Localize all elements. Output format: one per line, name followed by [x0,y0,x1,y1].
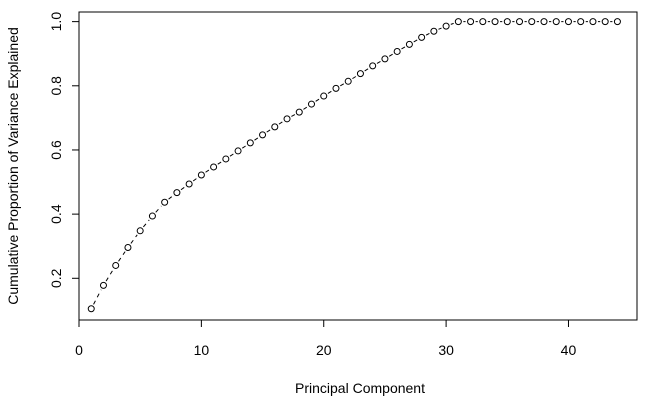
y-tick-label: 0.6 [48,140,64,160]
x-tick-label: 0 [75,342,83,358]
series-segment [180,186,186,191]
data-point [197,171,205,179]
series-segment [254,137,259,141]
series-line [93,21,613,305]
series-segment [364,68,369,72]
data-point [601,18,609,26]
data-point [369,62,377,70]
data-point [295,108,303,116]
series-segment [205,169,210,173]
series-segment [376,60,381,64]
data-point [589,18,597,26]
data-point [320,92,328,100]
y-tick-label: 0.2 [48,268,64,288]
data-point [405,40,413,48]
data-point [577,18,585,26]
data-point [381,55,389,63]
data-point [185,180,193,188]
data-point [173,189,181,197]
data-point [516,18,524,26]
data-point [613,18,621,26]
series-segment [413,39,418,43]
series-segment [155,205,162,213]
data-point [467,18,475,26]
data-point [503,18,511,26]
data-point [271,123,279,131]
data-point [418,33,426,41]
y-axis: 0.2 0.4 0.6 0.8 1.0 [48,12,79,288]
data-point [87,305,95,313]
data-point [112,261,120,269]
series-points [87,18,621,313]
series-segment [352,75,357,80]
series-segment [388,53,394,57]
series-segment [401,46,406,50]
series-segment [327,90,333,94]
data-point [528,18,536,26]
data-point [479,18,487,26]
x-tick-label: 40 [561,342,577,358]
data-point [136,227,144,235]
data-point [234,147,242,155]
data-point [161,198,169,206]
data-point [454,18,462,26]
series-segment [266,129,271,133]
series-segment [425,33,430,36]
series-segment [217,161,222,165]
y-tick-label: 0.4 [48,204,64,224]
y-tick-label: 1.0 [48,12,64,32]
data-point [564,18,572,26]
x-axis-title: Principal Component [295,380,425,396]
data-point [344,77,352,85]
x-tick-label: 20 [316,342,332,358]
x-tick-label: 10 [194,342,210,358]
series-segment [105,269,114,282]
data-point [210,163,218,171]
data-point [552,18,560,26]
data-point [259,131,267,139]
series-segment [93,289,102,305]
data-point [283,115,291,123]
series-segment [340,83,345,87]
data-point [356,70,364,78]
data-point [99,281,107,289]
data-point [393,47,401,55]
series-segment [118,251,126,262]
series-segment [450,22,454,25]
data-point [332,84,340,92]
series-segment [130,234,138,244]
data-point [308,100,315,108]
data-point [491,18,499,26]
series-segment [278,121,284,125]
data-point [246,139,254,147]
data-point [540,18,548,26]
series-segment [229,153,235,157]
data-point [148,212,156,220]
y-axis-title: Cumulative Proportion of Variance Explai… [5,27,21,305]
data-point [442,22,450,30]
series-segment [291,114,296,117]
series-segment [438,27,442,30]
series-segment [241,145,247,149]
series-segment [315,98,320,102]
series-segment [303,106,308,110]
series-segment [168,195,174,200]
x-tick-label: 30 [438,342,454,358]
data-point [222,155,230,163]
y-tick-label: 0.8 [48,76,64,96]
series-segment [192,177,198,182]
x-axis: 0 10 20 30 40 [75,320,576,358]
series-segment [142,219,150,228]
data-point [430,27,438,35]
data-point [124,243,132,251]
plot-frame [78,11,638,321]
